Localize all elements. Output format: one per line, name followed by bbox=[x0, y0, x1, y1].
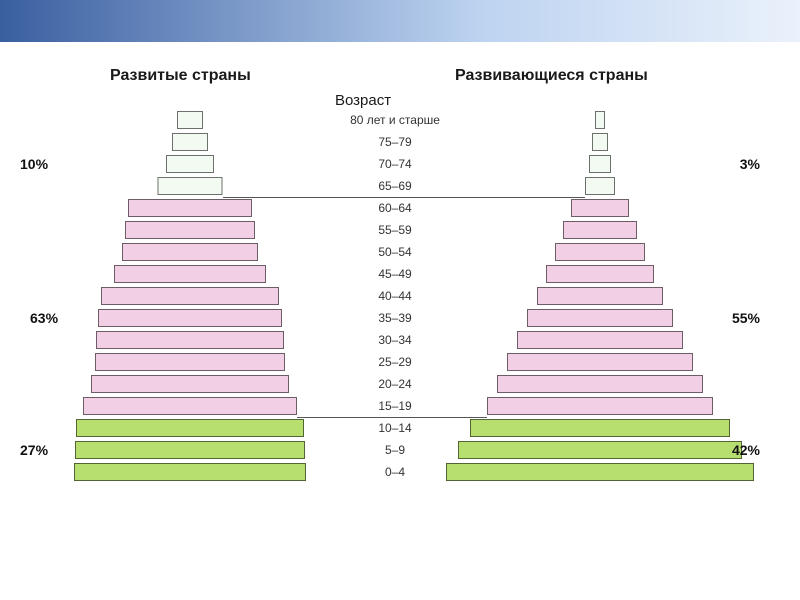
age-band-label: 75–79 bbox=[378, 135, 411, 149]
age-band-label: 40–44 bbox=[378, 289, 411, 303]
pyramid-bar bbox=[507, 353, 693, 371]
pyramid-bar bbox=[446, 463, 754, 481]
population-pyramid-chart: Развитые страны Развивающиеся страны Воз… bbox=[0, 42, 800, 600]
header-gradient-band bbox=[0, 0, 800, 42]
age-band-label: 80 лет и старше bbox=[350, 113, 440, 127]
age-band-label: 45–49 bbox=[378, 267, 411, 281]
percent-label: 10% bbox=[20, 156, 48, 172]
pyramid-bar bbox=[592, 133, 608, 151]
pyramid-bar bbox=[546, 265, 654, 283]
pyramid-bar bbox=[96, 331, 284, 349]
age-band-label: 5–9 bbox=[385, 443, 405, 457]
pyramid-bar bbox=[101, 287, 279, 305]
group-divider-line bbox=[297, 417, 487, 418]
age-band-label: 20–24 bbox=[378, 377, 411, 391]
pyramid-bar bbox=[589, 155, 611, 173]
pyramid-bar bbox=[563, 221, 637, 239]
age-band-label: 35–39 bbox=[378, 311, 411, 325]
pyramid-bar bbox=[74, 463, 306, 481]
pyramid-bar bbox=[95, 353, 285, 371]
pyramid-bar bbox=[517, 331, 683, 349]
age-band-label: 65–69 bbox=[378, 179, 411, 193]
title-right: Развивающиеся страны bbox=[455, 67, 648, 85]
age-band-label: 70–74 bbox=[378, 157, 411, 171]
age-band-label: 15–19 bbox=[378, 399, 411, 413]
pyramid-bar bbox=[458, 441, 742, 459]
percent-label: 42% bbox=[732, 442, 760, 458]
pyramid-bar bbox=[172, 133, 208, 151]
pyramid-bar bbox=[527, 309, 673, 327]
group-divider-line bbox=[223, 197, 586, 198]
pyramid-bar bbox=[91, 375, 289, 393]
pyramid-bar bbox=[75, 441, 305, 459]
age-band-label: 55–59 bbox=[378, 223, 411, 237]
percent-label: 55% bbox=[732, 310, 760, 326]
age-band-label: 0–4 bbox=[385, 465, 405, 479]
pyramid-bar bbox=[125, 221, 255, 239]
pyramid-bar bbox=[585, 177, 615, 195]
pyramid-bar bbox=[76, 419, 304, 437]
pyramid-bar bbox=[571, 199, 629, 217]
pyramid-bar bbox=[555, 243, 645, 261]
pyramid-bar bbox=[487, 397, 713, 415]
age-band-label: 25–29 bbox=[378, 355, 411, 369]
pyramid-bar bbox=[114, 265, 266, 283]
pyramid-bar bbox=[98, 309, 282, 327]
percent-label: 63% bbox=[30, 310, 58, 326]
pyramid-bar bbox=[166, 155, 214, 173]
pyramid-bar bbox=[122, 243, 258, 261]
pyramid-bar bbox=[158, 177, 223, 195]
age-band-label: 30–34 bbox=[378, 333, 411, 347]
pyramid-bar bbox=[537, 287, 663, 305]
age-band-label: 60–64 bbox=[378, 201, 411, 215]
pyramid-bar bbox=[595, 111, 605, 129]
percent-label: 27% bbox=[20, 442, 48, 458]
pyramid-bar bbox=[497, 375, 703, 393]
pyramid-bar bbox=[177, 111, 203, 129]
pyramid-bar bbox=[128, 199, 252, 217]
axis-title-age: Возраст bbox=[335, 92, 391, 109]
pyramid-bar bbox=[470, 419, 730, 437]
percent-label: 3% bbox=[740, 156, 760, 172]
pyramid-bar bbox=[83, 397, 297, 415]
age-band-label: 50–54 bbox=[378, 245, 411, 259]
title-left: Развитые страны bbox=[110, 67, 251, 85]
age-band-label: 10–14 bbox=[378, 421, 411, 435]
